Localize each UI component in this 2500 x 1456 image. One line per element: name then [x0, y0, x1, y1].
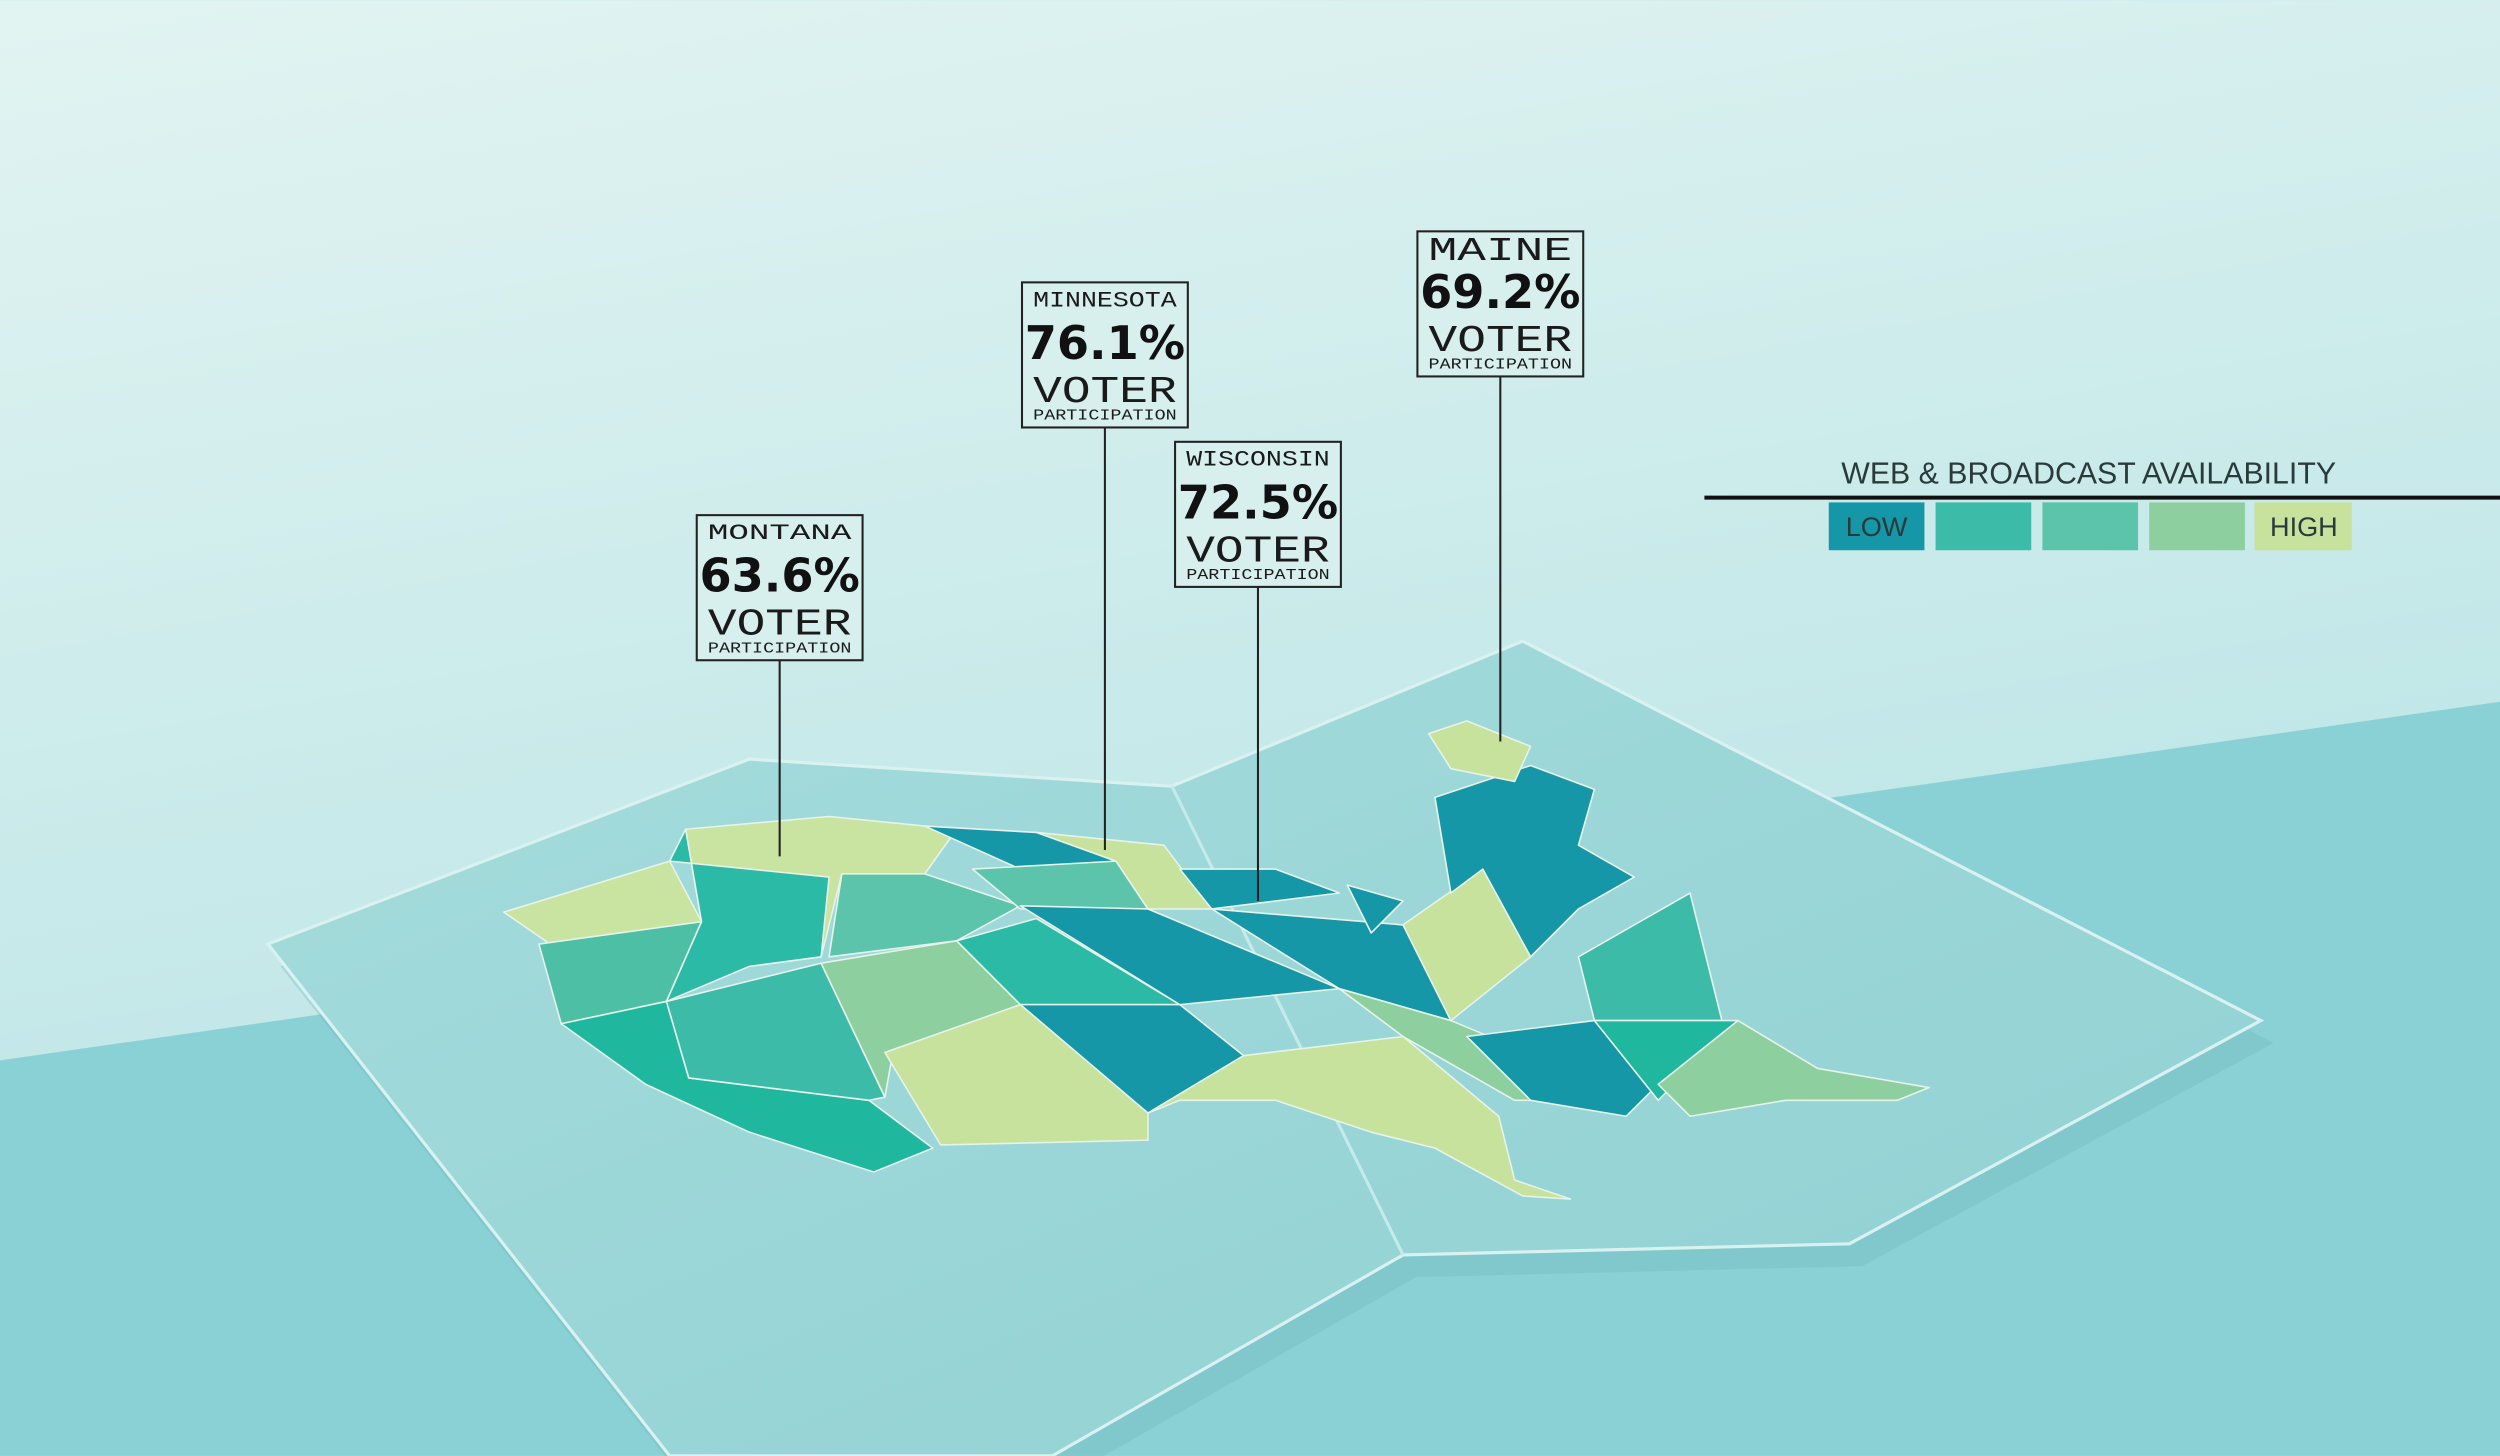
callout-value: 63.6% — [699, 549, 859, 603]
us-map — [503, 720, 1931, 1200]
callouts: MONTANA63.6%VOTERPARTICIPATIONMINNESOTA7… — [695, 230, 1585, 901]
state-region — [1147, 1035, 1572, 1200]
callout-value: 76.1% — [1025, 316, 1185, 370]
legend-swatch — [1828, 502, 1925, 551]
legend-swatch — [1935, 502, 2032, 551]
legend-low: LOW — [1846, 511, 1908, 542]
legend-swatch — [2042, 502, 2139, 551]
callout-state: MINNESOTA — [1033, 287, 1177, 313]
callout-sublabel: PARTICIPATION — [1186, 568, 1329, 584]
callout-box — [1020, 281, 1189, 429]
state-region — [1427, 720, 1532, 783]
state-region — [1346, 884, 1404, 934]
callout-label: VOTER — [708, 604, 851, 647]
callout-sublabel: PARTICIPATION — [1033, 408, 1176, 424]
callout-sublabel: PARTICIPATION — [708, 641, 851, 657]
legend: WEB & BROADCAST AVAILABILITY LOW HIGH — [1704, 457, 2500, 551]
callout-sublabel: PARTICIPATION — [1429, 357, 1572, 373]
state-region — [1466, 1019, 1659, 1118]
state-region — [665, 828, 830, 1003]
state-region — [884, 1003, 1149, 1146]
callout-state: MONTANA — [708, 520, 852, 546]
callout-state: WISCONSIN — [1186, 447, 1329, 473]
legend-title: WEB & BROADCAST AVAILABILITY — [1841, 457, 2336, 490]
legend-swatch — [2149, 502, 2245, 551]
legend-high: HIGH — [2270, 511, 2338, 542]
state-region — [665, 962, 886, 1102]
callout-value: 69.2% — [1420, 265, 1580, 319]
state-region — [1434, 764, 1636, 958]
callout-label: VOTER — [1186, 530, 1329, 573]
callout-value: 72.5% — [1178, 475, 1338, 529]
callout-box — [695, 514, 864, 662]
paper-fold — [1170, 785, 1405, 1256]
callout-state: MAINE — [1429, 233, 1572, 271]
state-region — [1035, 831, 1213, 910]
state-region — [828, 873, 1022, 958]
callout-box — [1416, 230, 1585, 378]
callout-label: VOTER — [1429, 320, 1572, 363]
state-region — [1657, 1019, 1931, 1118]
callout-label: VOTER — [1033, 371, 1176, 414]
legend-swatch — [2254, 502, 2352, 551]
state-region — [1179, 868, 1341, 910]
callout-box — [1174, 440, 1342, 588]
